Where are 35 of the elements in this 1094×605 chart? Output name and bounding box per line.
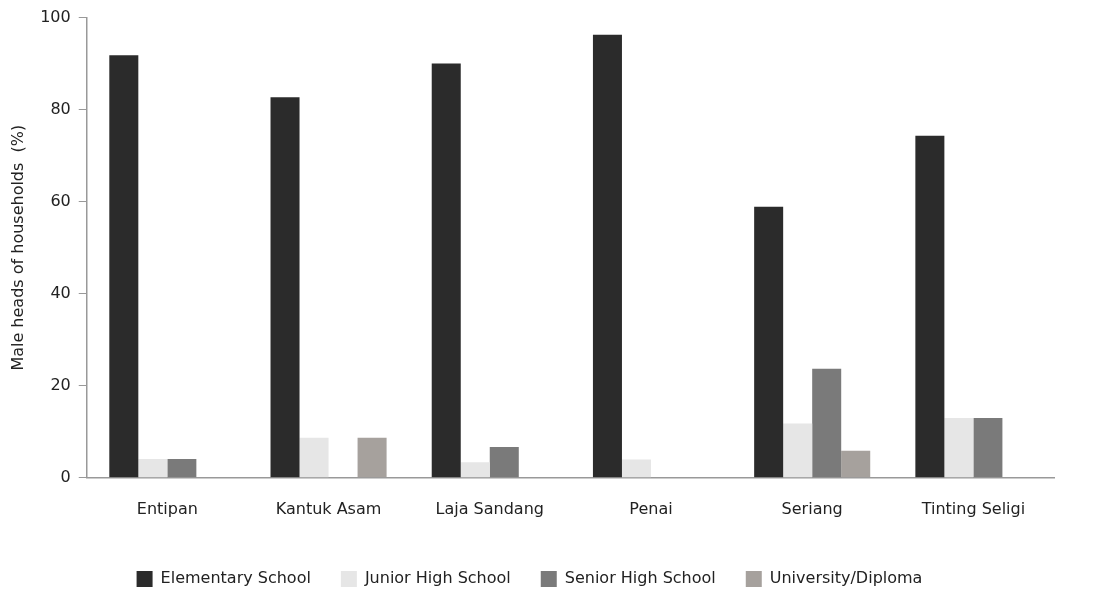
bar	[592, 34, 622, 478]
bar	[973, 417, 1003, 478]
bar	[357, 437, 387, 478]
y-axis-title: Male heads of households (%)	[7, 124, 27, 371]
y-tick-label: 100	[40, 6, 71, 26]
y-tick-label: 60	[50, 190, 71, 210]
legend-label: Junior High School	[363, 568, 511, 588]
x-tick-label: Penai	[629, 498, 673, 518]
x-tick-label: Tinting Seligi	[920, 498, 1026, 518]
legend-label: Senior High School	[564, 568, 716, 588]
y-tick-label: 40	[50, 282, 71, 302]
bar	[754, 206, 784, 478]
bar	[138, 458, 168, 478]
bar	[944, 417, 974, 478]
y-tick-label: 20	[50, 374, 71, 394]
x-tick-label: Entipan	[136, 498, 198, 518]
x-tick-label: Seriang	[781, 498, 843, 518]
legend-label: Elementary School	[160, 568, 311, 588]
bar	[812, 368, 842, 478]
bar	[431, 63, 461, 478]
bar	[489, 446, 519, 478]
bar	[460, 462, 490, 478]
bar	[841, 450, 871, 478]
y-tick-label: 80	[50, 98, 71, 118]
x-tick-label: Laja Sandang	[435, 498, 544, 518]
bar	[783, 423, 813, 478]
bar	[109, 55, 139, 478]
bar	[915, 135, 945, 478]
x-tick-label: Kantuk Asam	[275, 498, 382, 518]
bar	[167, 458, 197, 478]
bar	[270, 97, 300, 478]
legend-label: University/Diploma	[769, 568, 923, 588]
y-tick-label: 0	[60, 466, 71, 486]
bar	[621, 459, 651, 478]
bar	[299, 437, 329, 478]
